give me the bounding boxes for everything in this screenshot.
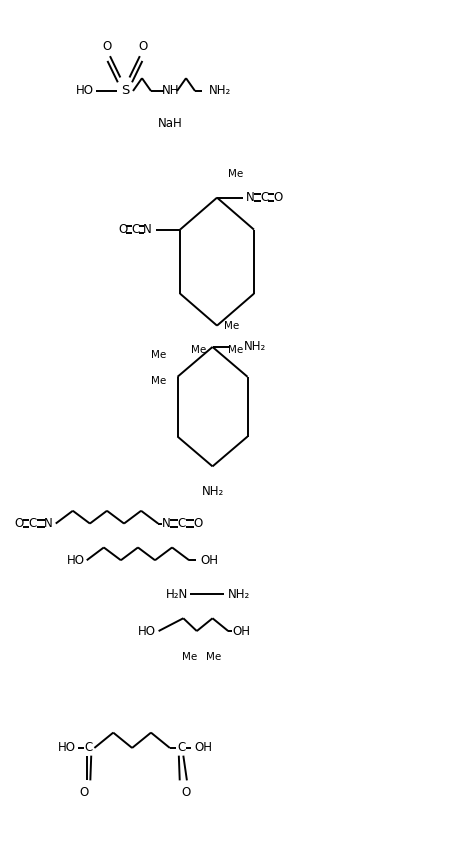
Text: HO: HO (75, 85, 93, 98)
Text: NH₂: NH₂ (228, 588, 250, 601)
Text: Me: Me (228, 344, 243, 354)
Text: NH₂: NH₂ (201, 485, 223, 498)
Text: N: N (143, 223, 152, 236)
Text: O: O (193, 517, 202, 530)
Text: O: O (272, 191, 282, 204)
Text: O: O (102, 40, 111, 53)
Text: C: C (29, 517, 37, 530)
Text: OH: OH (232, 625, 250, 638)
Text: NaH: NaH (157, 117, 182, 130)
Text: S: S (120, 85, 129, 98)
Text: C: C (85, 741, 93, 754)
Text: C: C (176, 741, 185, 754)
Text: O: O (80, 786, 89, 799)
Text: Me: Me (223, 321, 239, 330)
Text: HO: HO (66, 554, 84, 567)
Text: N: N (161, 517, 170, 530)
Text: N: N (246, 191, 254, 204)
Text: HO: HO (138, 625, 156, 638)
Text: Me: Me (181, 651, 196, 662)
Text: O: O (180, 786, 190, 799)
Text: O: O (15, 517, 24, 530)
Text: O: O (118, 223, 127, 236)
Text: C: C (177, 517, 186, 530)
Text: H₂N: H₂N (165, 588, 188, 601)
Text: Me: Me (151, 376, 166, 386)
Text: OH: OH (200, 554, 218, 567)
Text: Me: Me (228, 169, 243, 179)
Text: NH₂: NH₂ (244, 341, 266, 354)
Text: C: C (131, 223, 139, 236)
Text: Me: Me (190, 344, 205, 354)
Text: Me: Me (151, 350, 166, 360)
Text: O: O (138, 40, 147, 53)
Text: NH₂: NH₂ (208, 85, 230, 98)
Text: C: C (259, 191, 268, 204)
Text: N: N (44, 517, 53, 530)
Text: HO: HO (57, 741, 75, 754)
Text: Me: Me (205, 651, 221, 662)
Text: OH: OH (194, 741, 212, 754)
Text: NH: NH (161, 85, 179, 98)
